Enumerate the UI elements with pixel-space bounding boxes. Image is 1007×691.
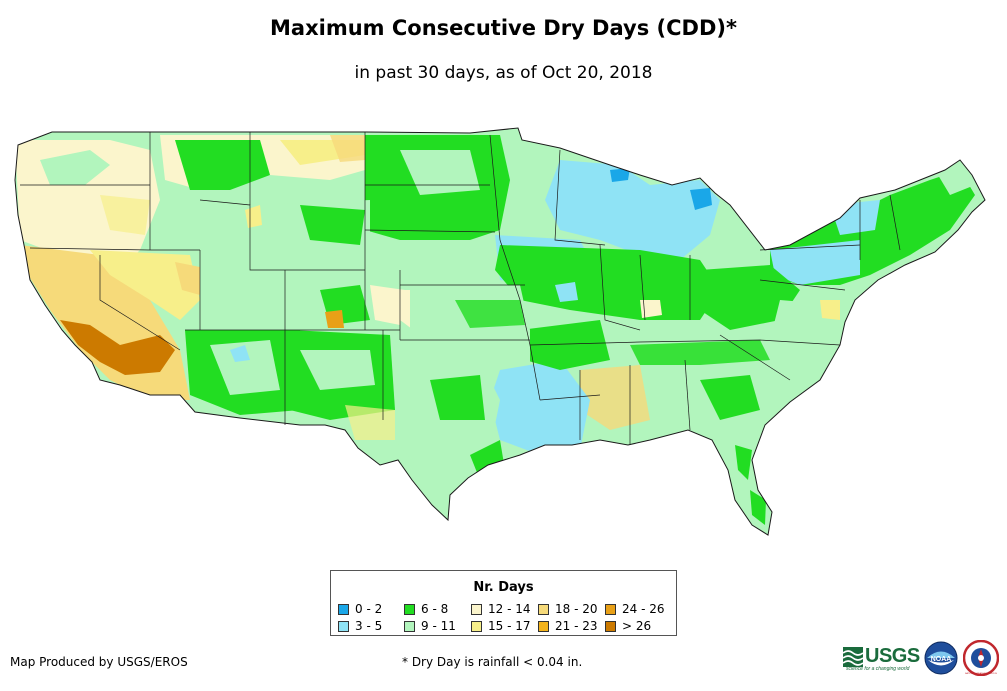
legend-label: 12 - 14 [488,602,531,616]
legend-label: 3 - 5 [355,619,383,633]
legend-item-9-11: 9 - 11 [404,619,456,633]
legend-label: 15 - 17 [488,619,531,633]
nws-logo-icon: NATIONAL WEATHER SERVICE [963,640,999,676]
legend-swatch [338,620,349,632]
usgs-tagline: science for a changing world [846,666,910,672]
noaa-text: NOAA [931,656,952,663]
map-subtitle: in past 30 days, as of Oct 20, 2018 [354,63,653,83]
us-dry-days-map [14,127,986,536]
map-title: Maximum Consecutive Dry Days (CDD)* [270,16,737,40]
legend-label: 0 - 2 [355,602,383,616]
legend-item-0-2: 0 - 2 [338,602,382,616]
legend-item-12-14: 12 - 14 [471,602,531,616]
legend-label: 9 - 11 [421,619,456,633]
dry-day-footnote: * Dry Day is rainfall < 0.04 in. [402,655,583,669]
legend-label: 24 - 26 [622,602,665,616]
legend-swatch [471,603,482,615]
legend-swatch [471,620,482,632]
legend-label: 18 - 20 [555,602,598,616]
legend-item-15-17: 15 - 17 [471,619,531,633]
legend-item-24-26: 24 - 26 [605,602,665,616]
legend-swatch [538,603,549,615]
legend-swatch [338,603,349,615]
legend: Nr. Days 0 - 2 3 - 5 6 - 8 9 - 11 12 - 1… [330,570,677,636]
legend-item-gt-26: > 26 [605,619,651,633]
legend-item-21-23: 21 - 23 [538,619,598,633]
usgs-logo: USGS [843,645,920,668]
legend-swatch [404,620,415,632]
map-credit: Map Produced by USGS/EROS [10,655,188,669]
legend-item-18-20: 18 - 20 [538,602,598,616]
noaa-logo-icon: NOAA [924,641,958,675]
legend-item-6-8: 6 - 8 [404,602,448,616]
legend-swatch [538,620,549,632]
usgs-wave-icon [843,646,863,667]
legend-title: Nr. Days [473,580,534,595]
legend-label: 21 - 23 [555,619,598,633]
legend-swatch [605,603,616,615]
usgs-wordmark: USGS [865,645,920,667]
legend-label: 6 - 8 [421,602,449,616]
legend-label: > 26 [622,619,652,633]
nws-text: NATIONAL WEATHER SERVICE [965,672,998,675]
legend-swatch [605,620,616,632]
legend-item-3-5: 3 - 5 [338,619,382,633]
legend-swatch [404,603,415,615]
